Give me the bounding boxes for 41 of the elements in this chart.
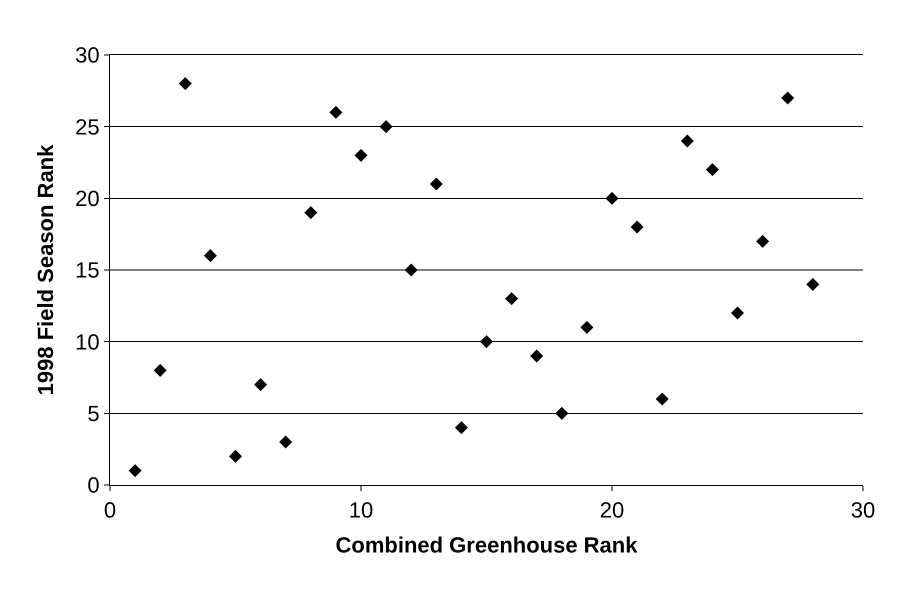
point xyxy=(454,421,468,434)
point xyxy=(204,249,217,262)
point xyxy=(380,120,393,134)
y-tick-label: 15 xyxy=(75,258,100,283)
point xyxy=(606,192,618,205)
point xyxy=(254,378,268,392)
point xyxy=(404,264,418,276)
point xyxy=(229,450,242,463)
point xyxy=(731,306,744,320)
y-tick-label: 25 xyxy=(75,114,100,140)
y-axis-title: 1998 Field Season Rank xyxy=(32,144,58,396)
x-tick-label: 20 xyxy=(600,497,624,522)
point xyxy=(656,392,669,406)
point xyxy=(580,320,594,334)
y-tick-label: 5 xyxy=(87,401,100,426)
point xyxy=(430,178,443,190)
point xyxy=(128,464,142,478)
x-axis-title: Combined Greenhouse Rank xyxy=(336,532,638,558)
point xyxy=(555,406,568,420)
point xyxy=(706,163,719,176)
x-tick-label: 0 xyxy=(104,497,116,522)
y-tick-label: 20 xyxy=(75,186,100,212)
point xyxy=(329,106,342,119)
point xyxy=(279,436,292,448)
y-tick-label: 0 xyxy=(87,472,100,498)
point xyxy=(480,335,493,348)
x-tick-label: 10 xyxy=(348,497,374,522)
y-tick-label: 30 xyxy=(75,42,100,68)
point xyxy=(154,364,167,377)
point xyxy=(530,350,544,362)
y-tick-label: 10 xyxy=(75,329,100,354)
point xyxy=(630,220,644,234)
point xyxy=(354,148,368,162)
point xyxy=(806,278,820,291)
point xyxy=(781,92,794,104)
x-tick-label: 30 xyxy=(850,497,876,522)
point xyxy=(505,292,518,306)
point xyxy=(680,134,694,148)
point xyxy=(178,77,192,90)
point xyxy=(756,234,770,248)
point xyxy=(304,206,318,220)
